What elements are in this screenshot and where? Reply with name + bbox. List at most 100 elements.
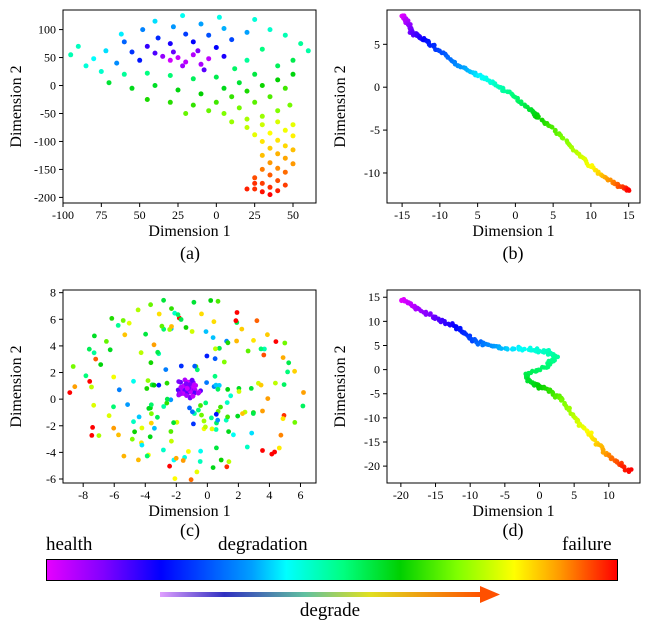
x-tick-label: 5 (550, 208, 556, 222)
data-point (144, 43, 150, 49)
data-point (167, 73, 173, 78)
data-point (203, 400, 209, 406)
x-tick-label: 50 (287, 208, 299, 222)
y-tick-label: 0 (374, 80, 380, 94)
data-point (282, 155, 288, 161)
data-point (258, 382, 264, 388)
data-point (292, 368, 297, 374)
data-point (275, 108, 281, 114)
data-point (260, 408, 265, 414)
data-point (121, 453, 127, 459)
data-point (592, 437, 598, 443)
data-point (280, 416, 286, 422)
y-tick-label: -150 (34, 162, 56, 176)
data-point (180, 63, 186, 69)
y-tick-label: 2 (50, 366, 56, 380)
data-point (213, 45, 219, 50)
data-point (186, 449, 191, 454)
data-point (203, 424, 208, 430)
data-point (155, 414, 160, 420)
data-point (167, 57, 173, 63)
x-axis-label: Dimension 1 (148, 503, 230, 520)
x-tick-label: 5 (571, 488, 577, 502)
data-point (136, 414, 142, 420)
data-point (178, 363, 184, 369)
data-point (560, 136, 566, 141)
data-point (156, 311, 162, 317)
data-point (156, 382, 162, 388)
data-point (259, 180, 265, 186)
data-point (111, 425, 117, 431)
data-point (129, 49, 135, 55)
data-point (275, 151, 281, 157)
data-point (106, 413, 112, 419)
data-point (228, 393, 234, 399)
x-tick-label: -15 (428, 488, 444, 502)
data-point (225, 340, 231, 346)
x-tick-label: 5 (475, 208, 481, 222)
caption-b: (b) (502, 243, 524, 263)
data-point (178, 384, 184, 390)
x-tick-label: -20 (393, 488, 409, 502)
data-point (252, 17, 258, 22)
caption-a: (a) (180, 243, 200, 263)
data-point (423, 312, 429, 317)
data-point (236, 105, 242, 111)
data-point (190, 409, 195, 415)
data-point (282, 32, 288, 38)
data-point (239, 326, 245, 332)
data-point (275, 178, 281, 184)
x-tick-label: 10 (603, 488, 615, 502)
data-point (251, 338, 256, 343)
data-point (146, 406, 152, 411)
data-point (290, 57, 296, 63)
x-axis-label: Dimension 1 (472, 503, 554, 520)
data-point (139, 442, 145, 448)
data-point (290, 71, 296, 77)
data-point (259, 113, 265, 119)
data-point (114, 60, 120, 66)
data-point (221, 359, 227, 365)
data-point (212, 356, 218, 362)
data-point (224, 400, 230, 405)
data-point (198, 61, 204, 67)
data-point (244, 57, 250, 63)
data-point (191, 421, 196, 427)
data-point (259, 46, 265, 52)
data-point (115, 323, 121, 328)
data-point (189, 329, 195, 334)
data-point (151, 342, 157, 348)
data-point (148, 302, 154, 308)
data-point (132, 429, 138, 435)
data-point (137, 57, 143, 63)
data-point (229, 119, 235, 125)
data-point (267, 184, 273, 190)
y-tick-label: 100 (38, 23, 56, 37)
degradation-label: degradation (218, 534, 308, 555)
x-tick-label: 25 (172, 208, 184, 222)
x-tick-label: 25 (249, 208, 261, 222)
data-point (196, 407, 201, 413)
x-tick-label: -6 (109, 488, 119, 502)
data-point (558, 398, 564, 403)
data-point (261, 352, 267, 358)
data-point (164, 380, 170, 386)
data-point (149, 411, 154, 417)
data-point (267, 192, 273, 198)
data-point (221, 26, 227, 31)
data-point (96, 433, 102, 438)
data-point (267, 160, 273, 166)
colorbar (46, 559, 618, 581)
data-point (86, 346, 92, 352)
data-point (199, 412, 204, 418)
data-point (173, 455, 179, 461)
data-point (144, 386, 150, 391)
data-point (120, 318, 126, 323)
data-point (533, 369, 538, 374)
data-point (103, 48, 109, 54)
data-point (259, 166, 265, 172)
data-point (629, 467, 634, 472)
data-point (267, 27, 273, 33)
data-point (178, 317, 184, 322)
